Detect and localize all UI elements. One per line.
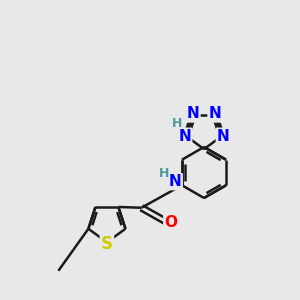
Text: S: S [101,235,113,253]
Text: N: N [208,106,221,122]
Text: N: N [178,129,191,144]
Text: O: O [164,215,177,230]
Text: N: N [187,106,200,122]
Text: H: H [172,117,182,130]
Text: H: H [159,167,169,180]
Text: N: N [217,129,230,144]
Text: N: N [169,174,182,189]
